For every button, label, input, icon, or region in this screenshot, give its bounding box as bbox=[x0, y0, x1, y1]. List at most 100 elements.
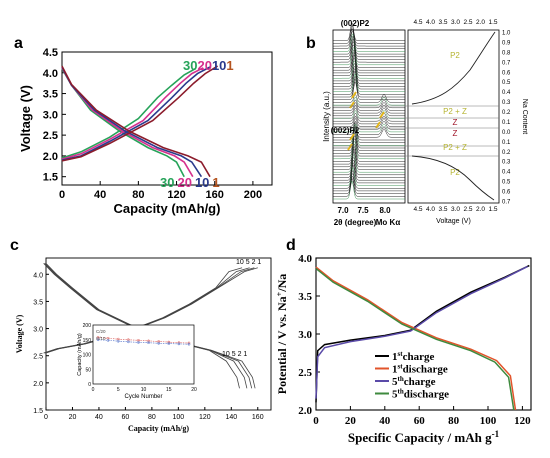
right-bottom-tick-b: 2.0 bbox=[476, 206, 485, 213]
right-bottom-tick-b: 1.5 bbox=[488, 206, 497, 213]
y-axis-label-tail-d: /Na bbox=[275, 274, 289, 293]
xrd-pattern-b bbox=[333, 28, 405, 47]
xrd-pattern-b bbox=[333, 134, 405, 154]
inset-y-tick-c: 150 bbox=[83, 338, 92, 344]
right-y-tick-b: 0.3 bbox=[502, 160, 511, 166]
xrd-pattern-b bbox=[333, 112, 405, 122]
xrd-pattern-b bbox=[333, 132, 405, 151]
x-tick-label-c: 120 bbox=[199, 414, 211, 421]
xrd-pattern-b bbox=[333, 150, 405, 170]
cycle-label-bottom-a: 30 bbox=[160, 175, 174, 190]
xrd-frame-b bbox=[332, 29, 406, 204]
right-y-tick-b: 0.2 bbox=[502, 110, 511, 116]
xrd-pattern-b bbox=[333, 60, 405, 79]
x-axis-label-a: Capacity (mAh/g) bbox=[114, 201, 221, 216]
xrd-pattern-b bbox=[333, 123, 405, 143]
xrd-pattern-b bbox=[333, 33, 405, 52]
panel-c: c1.52.02.53.03.54.00 20 40 60 80 100 120 140 160… bbox=[10, 237, 272, 433]
y-tick-label-a: 2.0 bbox=[43, 151, 58, 163]
x-tick-label-d: 100 bbox=[480, 415, 497, 427]
xrd-pattern-b bbox=[333, 164, 405, 184]
legend-text-d: discharge bbox=[403, 364, 448, 376]
right-top-tick-b: 2.0 bbox=[476, 19, 485, 26]
inset-point-c bbox=[147, 341, 150, 345]
legend-sup-d: st bbox=[398, 363, 404, 371]
y-tick-label-a: 4.0 bbox=[43, 68, 58, 80]
right-y-tick-b: 0.4 bbox=[502, 170, 511, 176]
x-tick-label-b: 8.0 bbox=[379, 206, 391, 215]
y-tick-label-d: 2.0 bbox=[298, 405, 312, 417]
legend-entry-d: 5thcharge bbox=[392, 375, 436, 388]
x-axis-label-b: 2θ (degree) bbox=[334, 218, 377, 227]
x-tick-label-a: 0 bbox=[59, 189, 65, 201]
inset-x-tick-c: 0 bbox=[92, 387, 95, 393]
y-tick-label-d: 3.0 bbox=[298, 329, 312, 341]
right-x-label-b: Voltage (V) bbox=[436, 218, 471, 225]
cycle-labels-bottom-a: 30 20 10 1 bbox=[160, 175, 220, 190]
xrd-pattern-b bbox=[333, 156, 405, 176]
y-tick-label-d: 3.5 bbox=[298, 291, 312, 303]
right-top-tick-b: 4.0 bbox=[426, 19, 435, 26]
charge-curve-a-3 bbox=[61, 65, 219, 162]
inset-point-c bbox=[137, 341, 140, 344]
x-tick-label-c: 40 bbox=[95, 414, 103, 421]
right-bottom-tick-b: 2.5 bbox=[463, 206, 472, 213]
y-axis-label-sup-d: + bbox=[275, 291, 284, 296]
cycle-label-top-a: 20 bbox=[197, 58, 211, 73]
legend-sup-d: th bbox=[398, 375, 404, 383]
right-y-tick-b: 0.5 bbox=[502, 80, 511, 86]
x-tick-label-b: 7.0 bbox=[337, 206, 349, 215]
xrd-pattern-b bbox=[333, 148, 405, 168]
panel-label-d: d bbox=[286, 237, 296, 254]
xrd-pattern-b bbox=[333, 118, 405, 127]
right-top-tick-b: 2.5 bbox=[463, 19, 472, 26]
plot-frame-a bbox=[61, 51, 273, 186]
series-line-d-1 bbox=[315, 266, 517, 411]
y-axis-label-main-d: Potential / V vs. Na bbox=[275, 296, 289, 394]
x-axis-label-main-d: Specific Capacity / mAh g bbox=[348, 430, 492, 445]
xrd-pattern-b bbox=[333, 70, 405, 90]
y-tick-label-d: 2.5 bbox=[298, 367, 312, 379]
legend-base-d: 5 bbox=[392, 389, 398, 401]
inset-point-c bbox=[106, 338, 110, 342]
legend-entry-d: 5thdischarge bbox=[392, 388, 449, 401]
xrd-pattern-b bbox=[333, 126, 405, 135]
legend-text-d: charge bbox=[404, 376, 436, 388]
x-tick-label-d: 60 bbox=[414, 415, 426, 427]
y-axis-label-b: Intensity (a.u.) bbox=[322, 91, 331, 142]
xrd-pattern-b bbox=[333, 153, 405, 173]
inset-point-c bbox=[116, 339, 120, 343]
xrd-pattern-b bbox=[333, 169, 405, 189]
x-tick-label-d: 20 bbox=[345, 415, 357, 427]
xrd-pattern-b bbox=[333, 54, 405, 74]
xrd-pattern-b bbox=[333, 51, 405, 71]
xrd-pattern-b bbox=[333, 110, 405, 119]
right-bottom-tick-b: 4.5 bbox=[413, 206, 422, 213]
right-y-tick-b: 0.7 bbox=[502, 60, 511, 66]
right-y-tick-b: 0.6 bbox=[502, 190, 511, 196]
inset-point-c bbox=[167, 340, 171, 344]
xrd-pattern-b bbox=[333, 35, 405, 55]
right-top-tick-b: 3.0 bbox=[451, 19, 460, 26]
right-top-tick-b: 3.5 bbox=[438, 19, 447, 26]
phase-marker-b bbox=[349, 133, 355, 141]
xrd-pattern-b bbox=[333, 78, 405, 98]
y-tick-label-c: 3.5 bbox=[33, 299, 43, 306]
panel-label-c: c bbox=[10, 237, 19, 254]
y-tick-label-c: 2.0 bbox=[33, 381, 43, 388]
right-y-tick-b: 0.9 bbox=[502, 40, 511, 46]
inset-x-tick-c: 10 bbox=[141, 387, 147, 393]
inset-x-tick-c: 20 bbox=[191, 387, 197, 393]
phase-region-b: Z bbox=[453, 129, 458, 138]
right-bottom-tick-b: 3.0 bbox=[451, 206, 460, 213]
xrd-pattern-b bbox=[333, 31, 405, 49]
y-tick-label-a: 3.0 bbox=[43, 109, 58, 121]
right-y-label-b: Na Content bbox=[521, 99, 528, 134]
x-tick-label-d: 120 bbox=[514, 415, 531, 427]
inset-series-c bbox=[97, 339, 189, 345]
phase-region-b: P2 bbox=[450, 168, 460, 177]
xrd-pattern-b bbox=[333, 63, 405, 82]
panel-b: b (002)P2 (002)P2 7.0 7.5 8.02θ (degree) Mo Kα… bbox=[306, 19, 528, 227]
x-tick-label-c: 60 bbox=[122, 414, 130, 421]
phase-region-b: Z bbox=[453, 118, 458, 127]
